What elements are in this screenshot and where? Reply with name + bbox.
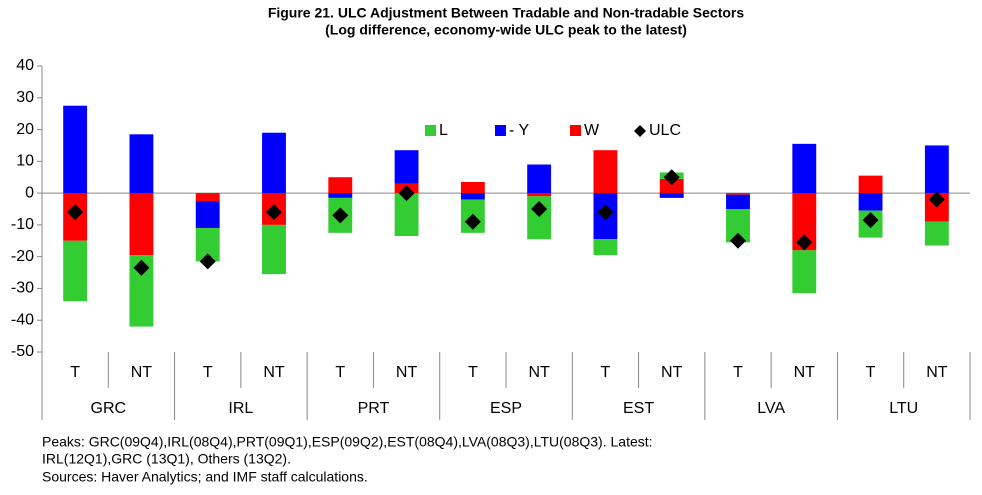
- note: IRL(12Q1),GRC (13Q1), Others (13Q2).: [42, 451, 291, 467]
- ulc-marker: [730, 232, 746, 249]
- x-tick-label: NT: [528, 364, 550, 381]
- y-tick-label: -50: [11, 343, 34, 360]
- bar-segment: [858, 193, 883, 211]
- bar-segment: [527, 164, 552, 194]
- ulc-marker: [398, 185, 415, 202]
- legend-label: ULC: [649, 122, 681, 139]
- group-label: LTU: [889, 400, 918, 417]
- bar-segment: [726, 194, 750, 209]
- bar-segment: [460, 193, 485, 200]
- bar-segment: [924, 145, 949, 194]
- bar-segment: [262, 224, 286, 275]
- y-tick-label: 10: [16, 153, 34, 170]
- bar-segment: [394, 150, 419, 184]
- bar-segment: [659, 193, 684, 198]
- y-tick-label: 0: [25, 184, 34, 201]
- x-tick-label: NT: [661, 364, 683, 381]
- x-tick-label: NT: [926, 364, 948, 381]
- bar-segment: [394, 193, 419, 237]
- bar-segment: [63, 105, 88, 194]
- y-tick-label: -40: [11, 311, 34, 328]
- ulc-marker: [67, 204, 84, 221]
- ulc-marker: [332, 207, 349, 224]
- x-tick-label: T: [335, 364, 345, 381]
- x-tick-label: NT: [263, 364, 285, 381]
- ulc-marker: [133, 259, 150, 276]
- ulc-marker: [199, 253, 216, 270]
- y-tick-label: -20: [11, 248, 34, 265]
- group-label: IRL: [228, 400, 253, 417]
- group-label: EST: [623, 400, 654, 417]
- bar-segment: [195, 201, 220, 229]
- bar-segment: [328, 193, 353, 198]
- bar-segment: [129, 193, 154, 256]
- bar-segment: [659, 178, 684, 194]
- y-tick-label: 30: [16, 89, 34, 106]
- y-tick-label: 40: [16, 57, 34, 74]
- bar-segment: [593, 150, 618, 194]
- bar-segment: [195, 228, 220, 262]
- ulc-marker: [796, 234, 813, 251]
- note: Peaks: GRC(09Q4),IRL(08Q4),PRT(09Q1),ESP…: [42, 434, 653, 450]
- legend-marker: [634, 125, 646, 137]
- ulc-marker: [663, 169, 680, 186]
- bar-segment: [858, 175, 883, 194]
- x-tick-label: T: [468, 364, 478, 381]
- bar-segment: [129, 255, 154, 327]
- group-label: PRT: [358, 400, 390, 417]
- x-tick-label: T: [866, 364, 876, 381]
- ulc-marker: [597, 204, 614, 221]
- x-tick-label: NT: [131, 364, 153, 381]
- bar-segment: [726, 209, 750, 243]
- x-tick-label: T: [203, 364, 213, 381]
- x-tick-label: NT: [794, 364, 816, 381]
- bar-segment: [460, 181, 485, 194]
- ulc-marker: [531, 201, 548, 217]
- ulc-marker: [464, 213, 481, 230]
- bar-segment: [792, 193, 817, 251]
- ulc-marker: [266, 204, 282, 221]
- bar-segment: [924, 221, 949, 246]
- bar-segment: [262, 132, 286, 194]
- x-tick-label: NT: [396, 364, 418, 381]
- y-tick-label: -10: [11, 216, 34, 233]
- bar-segment: [527, 193, 552, 197]
- legend-swatch: [425, 125, 436, 136]
- bar-segment: [129, 134, 154, 194]
- bar-segment: [593, 239, 618, 256]
- bar-segment: [726, 193, 750, 195]
- ulc-marker: [928, 191, 945, 208]
- x-tick-label: T: [733, 364, 743, 381]
- group-label: ESP: [490, 400, 522, 417]
- legend-label: L: [439, 122, 448, 139]
- y-tick-label: -30: [11, 280, 34, 297]
- legend-label: W: [584, 122, 600, 139]
- bar-segment: [328, 177, 353, 194]
- legend-swatch: [495, 125, 506, 136]
- group-label: GRC: [91, 400, 127, 417]
- bar-segment: [195, 193, 220, 202]
- bar-segment: [792, 250, 817, 294]
- legend-swatch: [570, 125, 581, 136]
- x-tick-label: T: [601, 364, 611, 381]
- ulc-marker: [862, 212, 879, 229]
- bar-segment: [792, 143, 817, 194]
- chart-subtitle: (Log difference, economy-wide ULC peak t…: [325, 22, 687, 38]
- bar-segment: [63, 240, 88, 302]
- note: Sources: Haver Analytics; and IMF staff …: [42, 469, 368, 485]
- chart-title: Figure 21. ULC Adjustment Between Tradab…: [268, 5, 745, 21]
- x-tick-label: T: [70, 364, 80, 381]
- y-tick-label: 20: [16, 121, 34, 138]
- legend-label: - Y: [509, 122, 529, 139]
- group-label: LVA: [757, 400, 785, 417]
